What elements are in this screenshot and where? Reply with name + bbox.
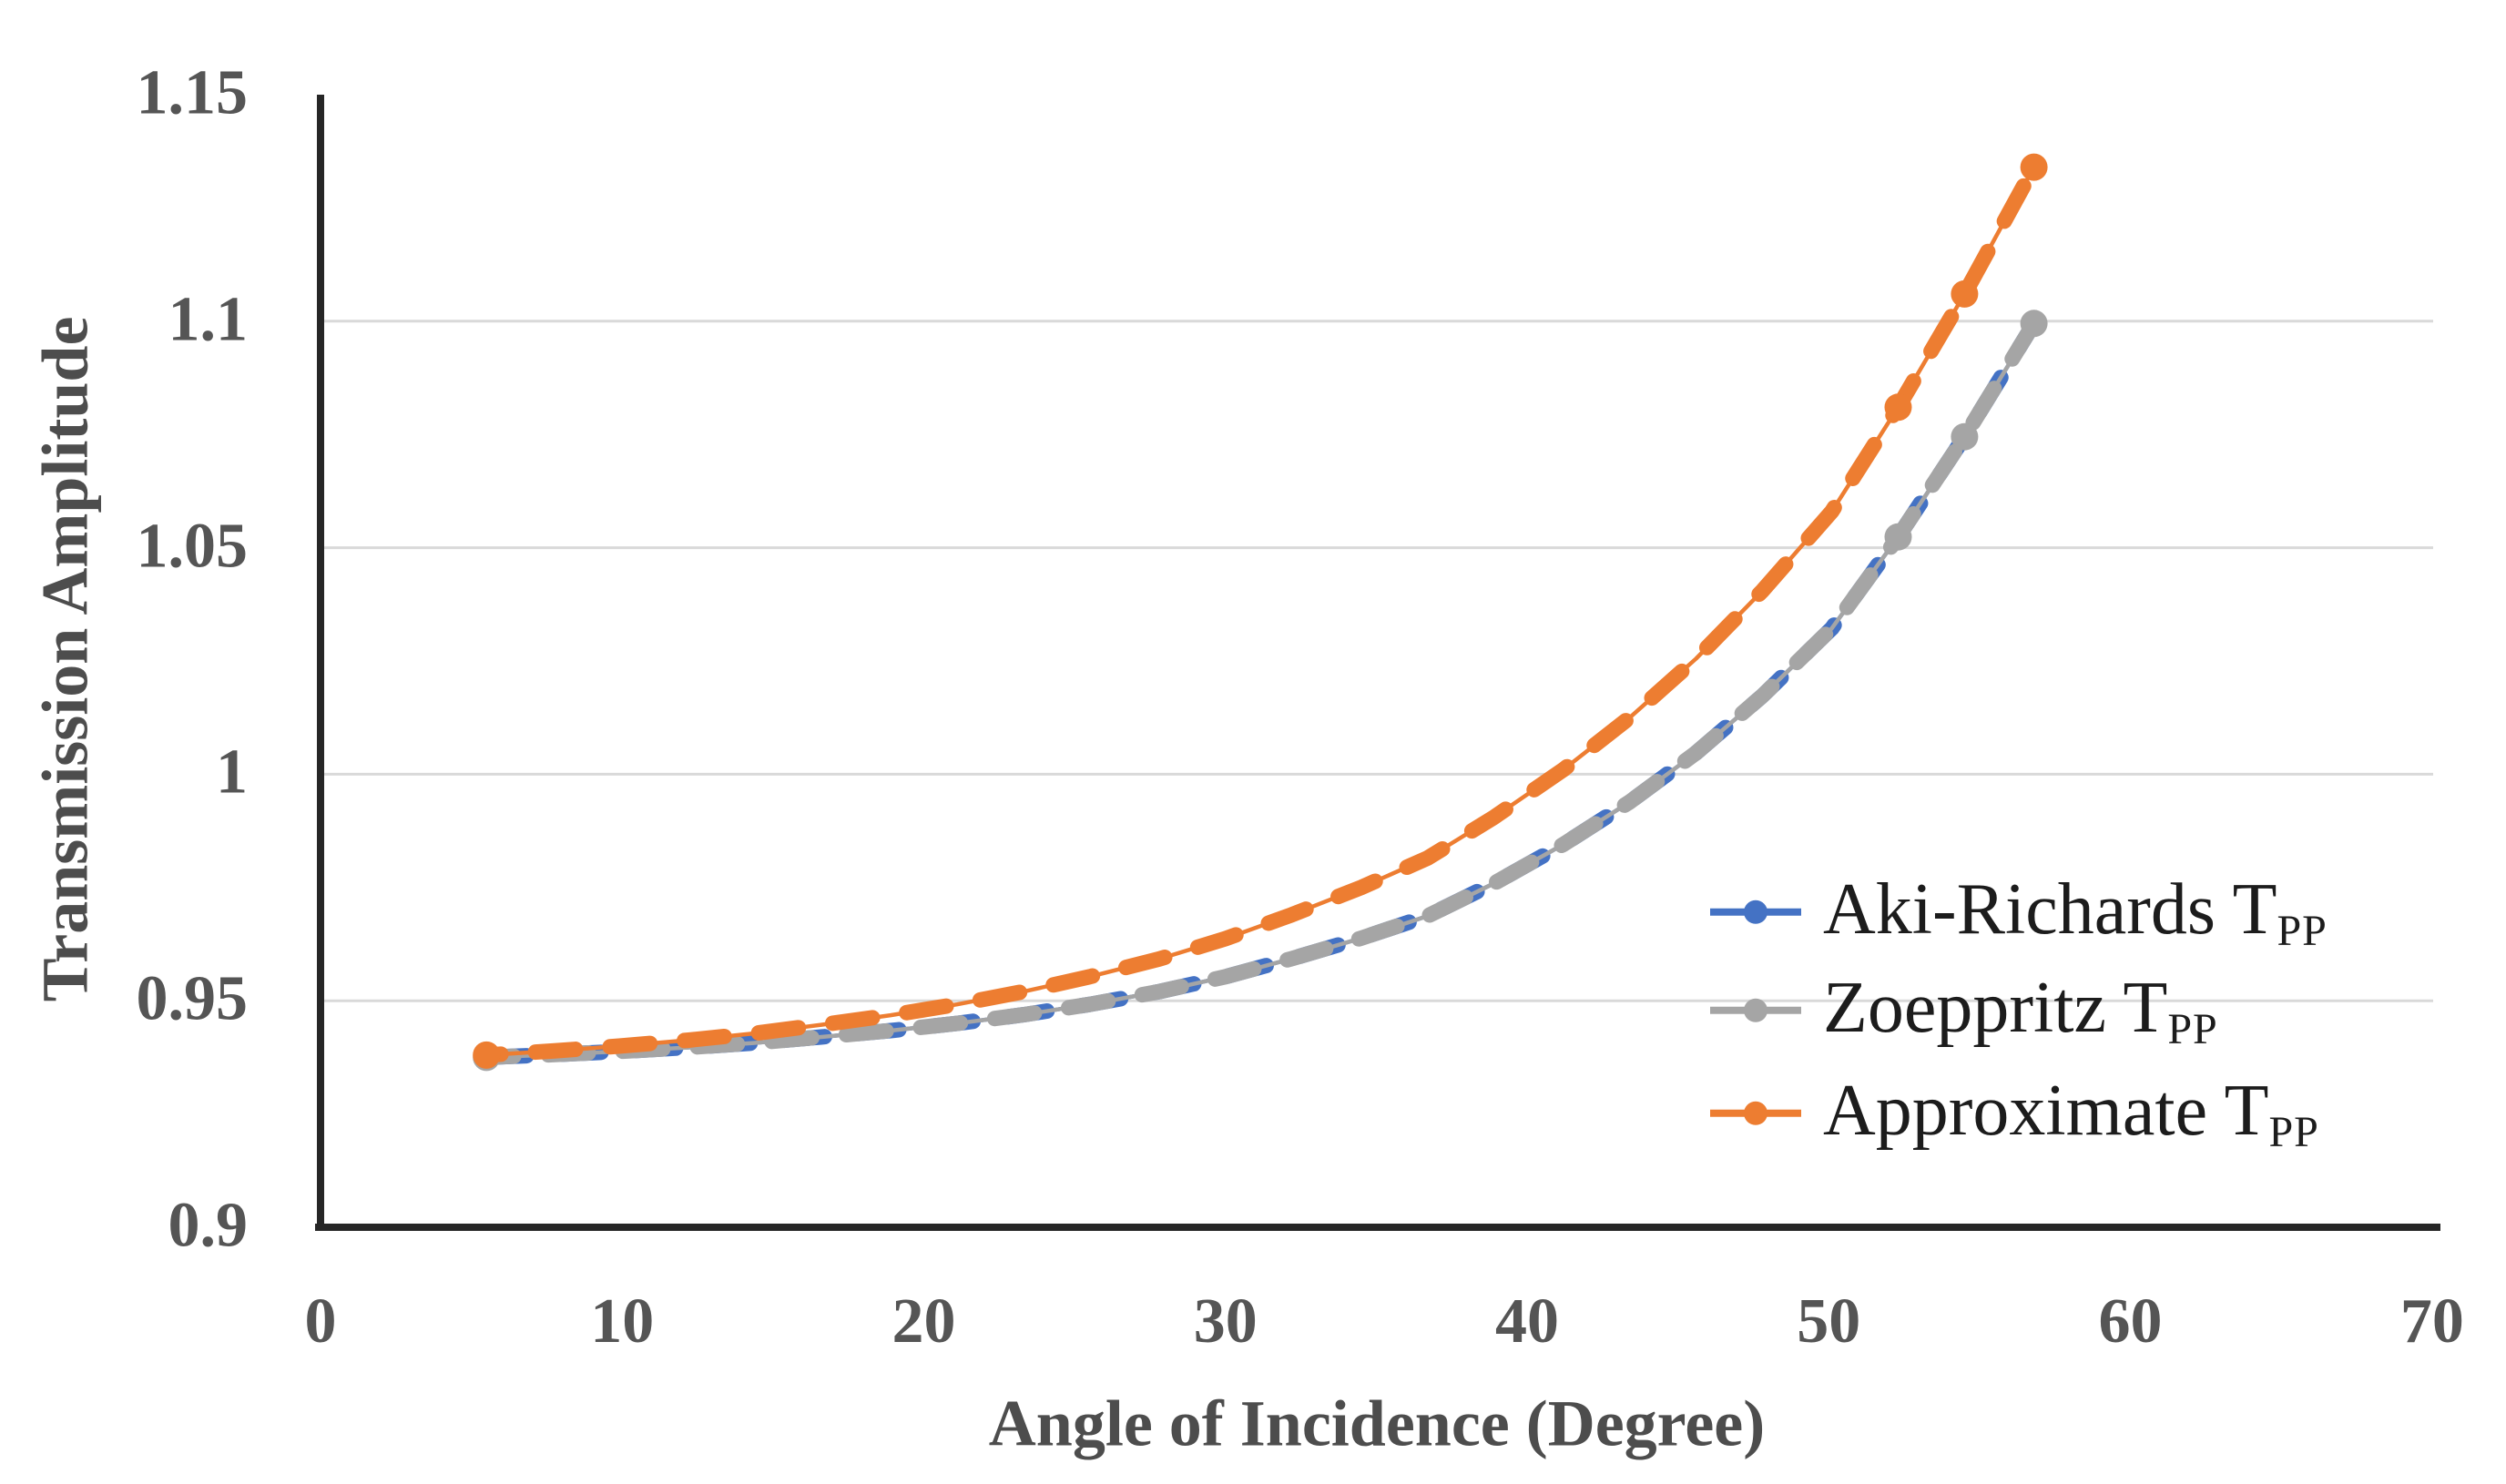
legend-label: Aki-Richards TPP: [1823, 869, 2328, 956]
series-marker-zoeppritz-t: [2020, 310, 2048, 338]
x-tick-label: 0: [304, 1286, 337, 1357]
legend-label-subscript: PP: [2277, 907, 2328, 956]
x-axis-title: Angle of Incidence (Degree): [988, 1387, 1766, 1460]
series-marker-approximate-t: [1884, 393, 1912, 422]
series-marker-approximate-t: [473, 1041, 501, 1069]
y-tick-label: 1: [216, 737, 248, 808]
legend-item-aki-richards-t: Aki-Richards TPP: [1708, 869, 2328, 956]
legend-marker-icon: [1710, 900, 1801, 924]
legend-item-zoeppritz-t: Zoeppritz TPP: [1708, 967, 2218, 1054]
y-tick-label: 0.9: [168, 1190, 249, 1261]
legend-label-subscript: PP: [2268, 1108, 2319, 1157]
series-marker-zoeppritz-t: [1951, 422, 1979, 451]
x-tick-label: 30: [1193, 1286, 1258, 1357]
series-marker-approximate-t: [1951, 280, 1979, 308]
series-dashes-zoeppritz-t: [478, 315, 2042, 1065]
x-tick-label: 50: [1797, 1286, 1861, 1357]
x-tick-label: 70: [2399, 1286, 2464, 1357]
x-tick-label: 20: [891, 1286, 956, 1357]
legend-marker-icon: [1710, 999, 1801, 1022]
legend-marker-icon: [1710, 1102, 1801, 1125]
legend-label: Approximate TPP: [1823, 1070, 2319, 1157]
y-tick-label: 1.15: [136, 57, 249, 128]
y-axis-title: Transmission Amplitude: [28, 316, 102, 1002]
x-tick-label: 40: [1495, 1286, 1560, 1357]
series-marker-zoeppritz-t: [1884, 523, 1912, 551]
y-tick-label: 1.05: [136, 510, 249, 581]
y-tick-label: 0.95: [136, 963, 249, 1034]
x-tick-label: 60: [2098, 1286, 2163, 1357]
series-dashes-approximate-t: [478, 159, 2042, 1063]
legend-item-approximate-t: Approximate TPP: [1708, 1070, 2319, 1157]
series-marker-approximate-t: [2020, 153, 2048, 181]
y-tick-label: 1.1: [168, 284, 249, 355]
legend-label: Zoeppritz TPP: [1823, 967, 2218, 1054]
legend-label-subscript: PP: [2167, 1005, 2218, 1054]
x-tick-label: 10: [590, 1286, 655, 1357]
